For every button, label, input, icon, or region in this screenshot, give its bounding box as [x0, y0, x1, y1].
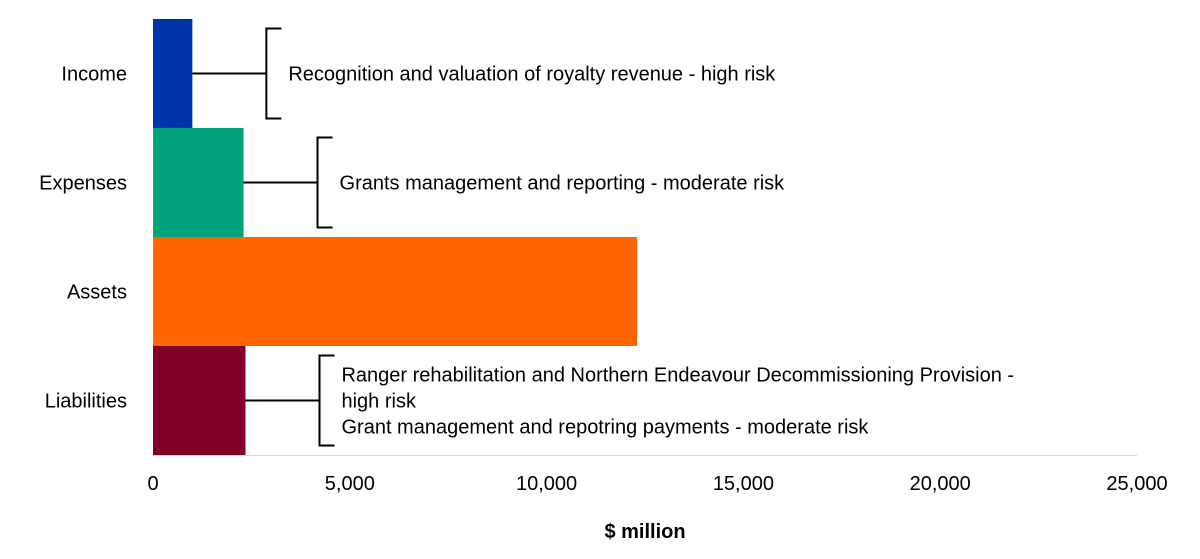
category-label-assets: Assets — [67, 282, 127, 304]
bars-group — [153, 19, 638, 455]
x-tick-label: 20,000 — [910, 473, 971, 495]
category-label-income: Income — [61, 64, 127, 86]
bar-expenses — [153, 128, 244, 237]
category-label-liabilities: Liabilities — [45, 391, 127, 413]
x-axis-title: $ million — [604, 521, 685, 543]
category-label-expenses: Expenses — [39, 173, 127, 195]
x-tick-label: 5,000 — [325, 473, 375, 495]
annotation-expenses: Grants management and reporting - modera… — [243, 136, 786, 229]
annotation-bracket — [245, 354, 335, 447]
x-tick-label: 15,000 — [713, 473, 774, 495]
bar-income — [153, 19, 193, 128]
annotations-group: Recognition and valuation of royalty rev… — [192, 27, 1014, 447]
x-tick-labels: 0 5,000 10,000 15,000 20,000 25,000 — [147, 473, 1167, 495]
bar-liabilities — [153, 346, 246, 455]
x-tick-label: 0 — [147, 473, 158, 495]
annotation-text: Ranger rehabilitation and Northern Endea… — [341, 365, 1014, 387]
x-tick-label: 10,000 — [516, 473, 577, 495]
annotation-liabilities: Ranger rehabilitation and Northern Endea… — [245, 354, 1014, 447]
annotation-text: Grants management and reporting - modera… — [340, 173, 786, 195]
annotation-bracket — [243, 136, 333, 229]
annotation-bracket — [192, 27, 282, 120]
annotation-text: high risk — [341, 391, 416, 413]
x-tick-label: 25,000 — [1106, 473, 1167, 495]
annotation-text: Recognition and valuation of royalty rev… — [288, 64, 776, 86]
annotation-text: Grant management and repotring payments … — [341, 417, 869, 439]
annotation-income: Recognition and valuation of royalty rev… — [192, 27, 776, 120]
category-labels: Income Expenses Assets Liabilities — [39, 64, 127, 413]
bar-assets — [153, 237, 638, 346]
